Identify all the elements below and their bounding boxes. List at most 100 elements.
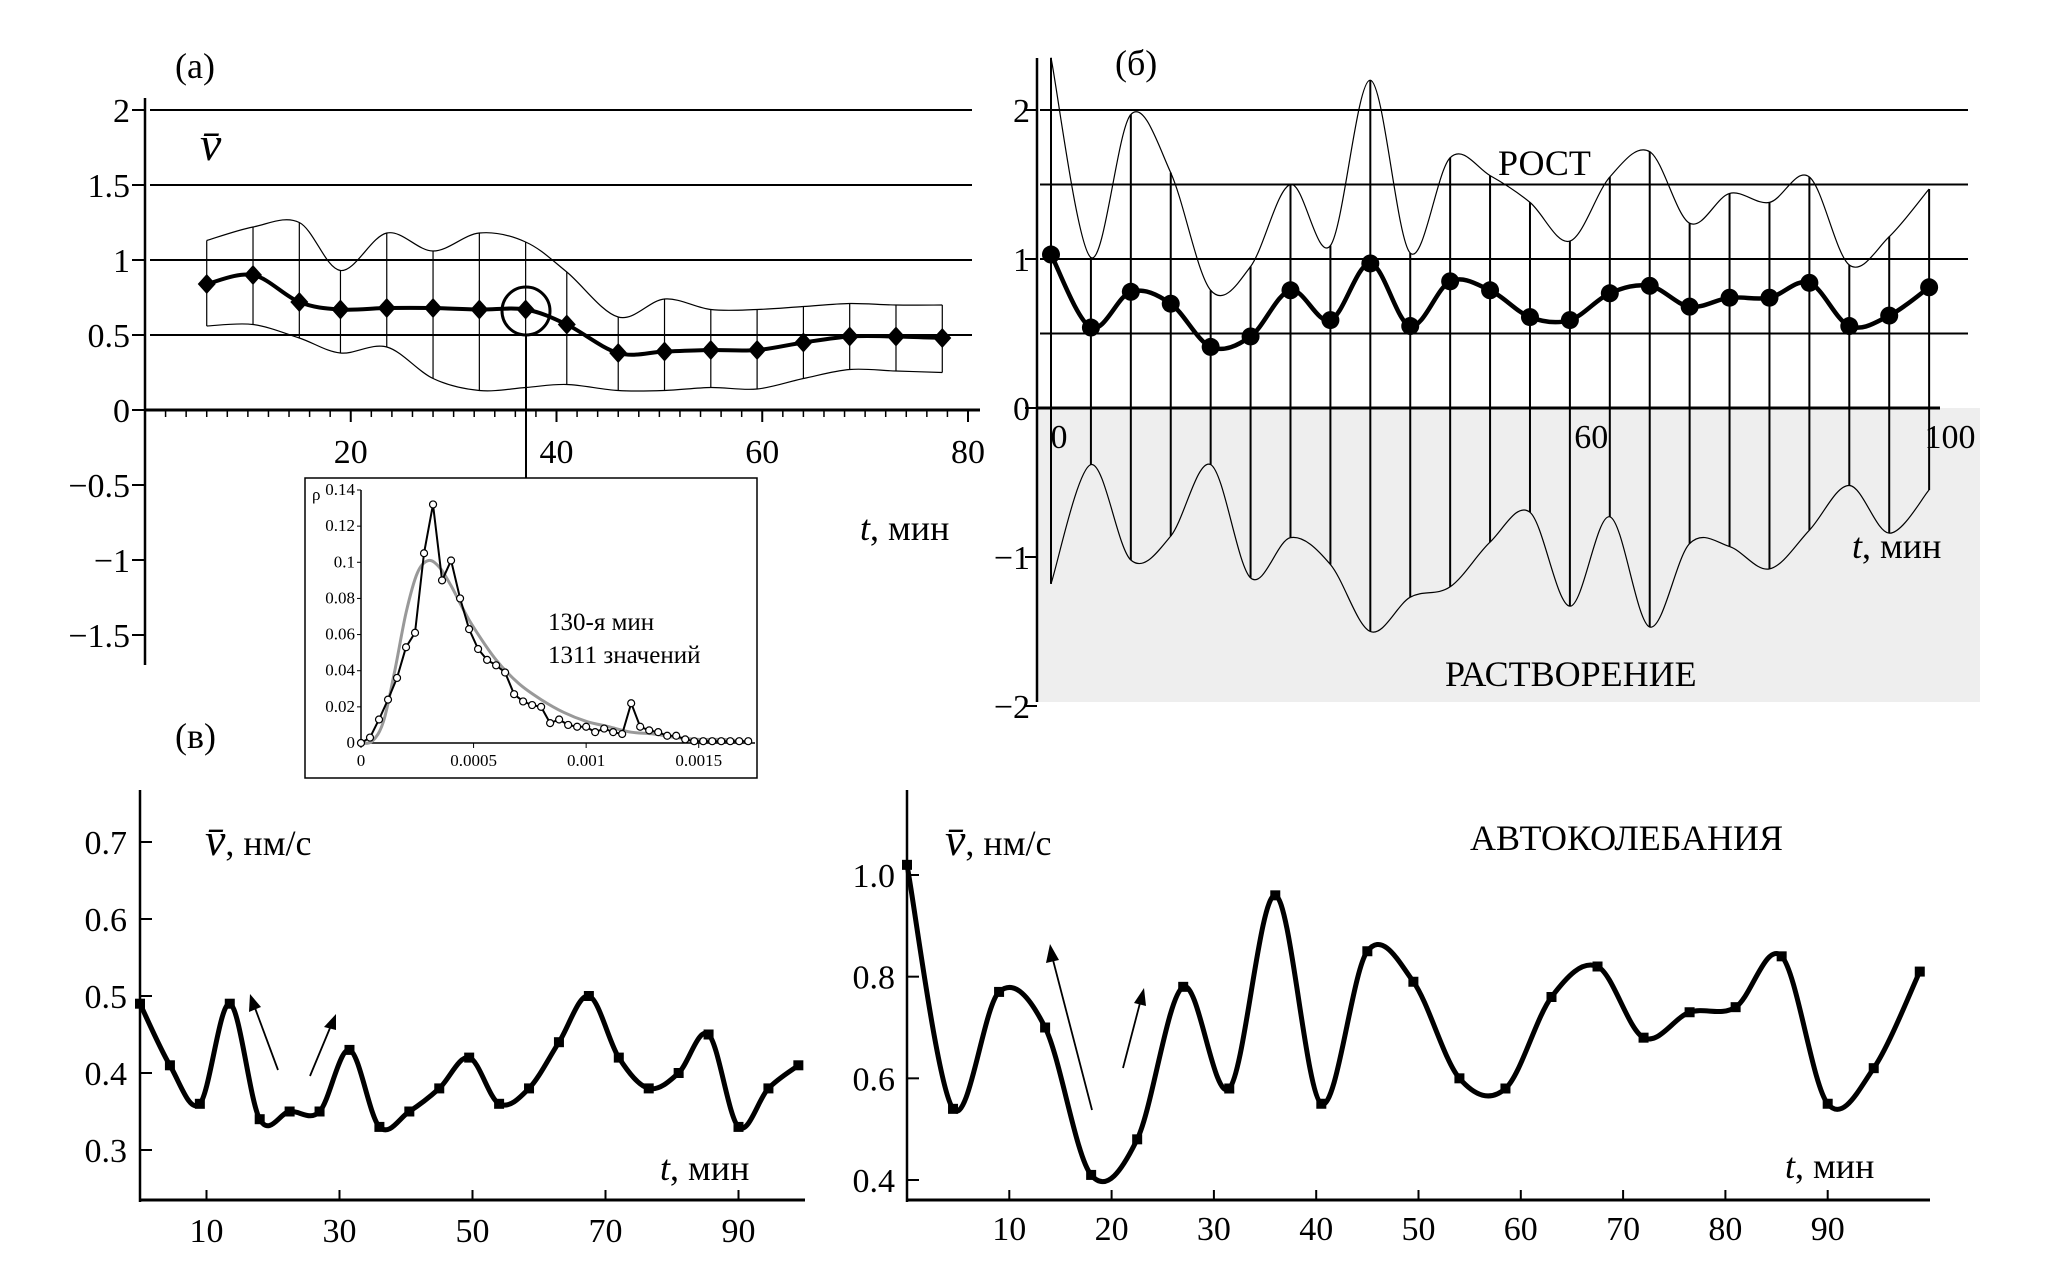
x-tick-label-b: 100 bbox=[1925, 419, 1976, 456]
data-point-b bbox=[1042, 245, 1060, 264]
y-tick-label-c: 0.7 bbox=[85, 825, 128, 862]
inset-histogram-point bbox=[428, 500, 438, 509]
data-point-d bbox=[1776, 951, 1787, 962]
x-tick-label-a: 80 bbox=[951, 434, 985, 471]
y-tick-label-a: 0 bbox=[113, 393, 130, 430]
inset-histogram-point bbox=[455, 594, 465, 603]
inset-histogram-point bbox=[717, 737, 726, 746]
inset-histogram-point bbox=[419, 549, 429, 558]
y-tick-label-b: −1 bbox=[994, 540, 1030, 577]
data-point-d bbox=[1592, 961, 1603, 972]
x-tick-label-d: 20 bbox=[1095, 1211, 1129, 1248]
inset-histogram-point bbox=[473, 644, 483, 654]
data-point-a bbox=[840, 326, 859, 347]
x-tick-label-c: 30 bbox=[323, 1213, 357, 1250]
data-point-d bbox=[1270, 890, 1281, 901]
data-point-a bbox=[377, 298, 396, 318]
data-point-d bbox=[1132, 1134, 1143, 1145]
data-point-c bbox=[793, 1060, 804, 1071]
inset-histogram-point bbox=[509, 690, 519, 699]
inset-histogram-point bbox=[663, 731, 672, 740]
data-point-c bbox=[763, 1083, 774, 1094]
data-point-d bbox=[1638, 1032, 1649, 1043]
inset-annotation-minute: 130-я мин bbox=[548, 609, 654, 636]
data-point-b bbox=[1401, 317, 1420, 336]
panel-b-x-label: t, мин bbox=[1852, 526, 1941, 566]
inset-histogram-point bbox=[654, 728, 663, 737]
y-tick-label-b: 1 bbox=[1013, 242, 1030, 279]
panel-d-y-label: v̄, нм/с bbox=[945, 814, 1051, 865]
data-point-b bbox=[1560, 311, 1579, 330]
data-point-c bbox=[583, 991, 594, 1001]
data-point-b bbox=[1361, 254, 1380, 273]
inset-histogram-point bbox=[573, 722, 582, 731]
data-point-c bbox=[254, 1114, 265, 1125]
svg-text:t, мин: t, мин bbox=[660, 1148, 749, 1188]
data-point-a bbox=[290, 292, 309, 312]
y-tick-label-a: −1 bbox=[94, 543, 130, 580]
inset-histogram-point bbox=[537, 702, 546, 711]
data-point-d bbox=[1914, 966, 1925, 977]
data-point-a bbox=[748, 340, 767, 360]
data-point-d bbox=[1362, 946, 1373, 957]
data-point-a bbox=[424, 298, 443, 318]
data-point-d bbox=[902, 859, 912, 870]
inset-x-tick-label: 0.0005 bbox=[450, 751, 497, 770]
data-point-c bbox=[344, 1044, 355, 1055]
inset-y-label: ρ bbox=[312, 485, 320, 504]
inset-histogram-point bbox=[528, 700, 537, 710]
x-tick-label-c: 70 bbox=[589, 1213, 623, 1250]
panel-c-x-label: t, мин bbox=[660, 1148, 749, 1188]
data-point-b bbox=[1081, 318, 1100, 337]
data-point-a bbox=[609, 343, 628, 363]
trend-arrow-1 bbox=[249, 994, 279, 1071]
y-tick-label-a: 1.5 bbox=[88, 168, 131, 205]
lower-envelope-a bbox=[206, 323, 943, 392]
inset-histogram-point bbox=[401, 643, 411, 652]
inset-y-tick-label: 0 bbox=[347, 733, 356, 752]
data-point-d bbox=[1454, 1073, 1465, 1084]
svg-text:t, мин: t, мин bbox=[1785, 1146, 1874, 1186]
x-tick-label-c: 10 bbox=[190, 1213, 224, 1250]
x-tick-label-b: 0 bbox=[1051, 419, 1068, 456]
inset-histogram-point bbox=[582, 722, 591, 731]
inset-histogram-point bbox=[410, 628, 420, 637]
data-point-b bbox=[1600, 284, 1619, 303]
data-point-b bbox=[1920, 278, 1939, 297]
y-tick-label-c: 0.4 bbox=[85, 1056, 128, 1093]
y-tick-label-b: −2 bbox=[994, 689, 1030, 726]
x-tick-label-d: 70 bbox=[1606, 1211, 1640, 1248]
data-point-b bbox=[1760, 288, 1779, 307]
panel-d-x-label: t, мин bbox=[1785, 1146, 1874, 1186]
data-point-b bbox=[1640, 276, 1659, 295]
y-tick-label-a: 2 bbox=[113, 93, 130, 130]
panel-label-b: (б) bbox=[1115, 43, 1157, 83]
y-tick-label-a: 1 bbox=[113, 243, 130, 280]
svg-text:v̄, нм/с: v̄, нм/с bbox=[205, 814, 311, 865]
inset-y-tick-label: 0.04 bbox=[325, 661, 355, 680]
data-point-d bbox=[948, 1103, 959, 1114]
inset-histogram-point bbox=[699, 737, 708, 746]
y-tick-label-c: 0.3 bbox=[85, 1133, 128, 1170]
x-tick-label-c: 90 bbox=[722, 1213, 756, 1250]
inset-histogram-point bbox=[618, 729, 627, 739]
data-point-b bbox=[1880, 306, 1899, 325]
inset-y-tick-label: 0.1 bbox=[334, 552, 355, 571]
data-point-c bbox=[374, 1121, 385, 1132]
data-point-d bbox=[1408, 976, 1419, 987]
series-line-c bbox=[137, 993, 800, 1133]
data-point-b bbox=[1720, 288, 1739, 307]
y-tick-label-b: 0 bbox=[1013, 391, 1030, 428]
autooscillations-title: АВТОКОЛЕБАНИЯ bbox=[1470, 818, 1783, 858]
inset-histogram-point bbox=[365, 733, 375, 742]
x-tick-label-a: 40 bbox=[540, 434, 574, 471]
inset-x-tick-label: 0.0015 bbox=[675, 751, 722, 770]
data-point-c bbox=[434, 1083, 445, 1094]
data-point-c bbox=[194, 1098, 205, 1109]
panel-c-y-label: v̄, нм/с bbox=[205, 814, 311, 865]
trend-arrow-4 bbox=[1122, 988, 1146, 1069]
y-tick-label-d: 0.8 bbox=[853, 960, 896, 997]
inset-y-tick-label: 0.14 bbox=[325, 480, 355, 499]
data-point-a bbox=[244, 265, 263, 285]
data-point-b bbox=[1441, 272, 1460, 291]
